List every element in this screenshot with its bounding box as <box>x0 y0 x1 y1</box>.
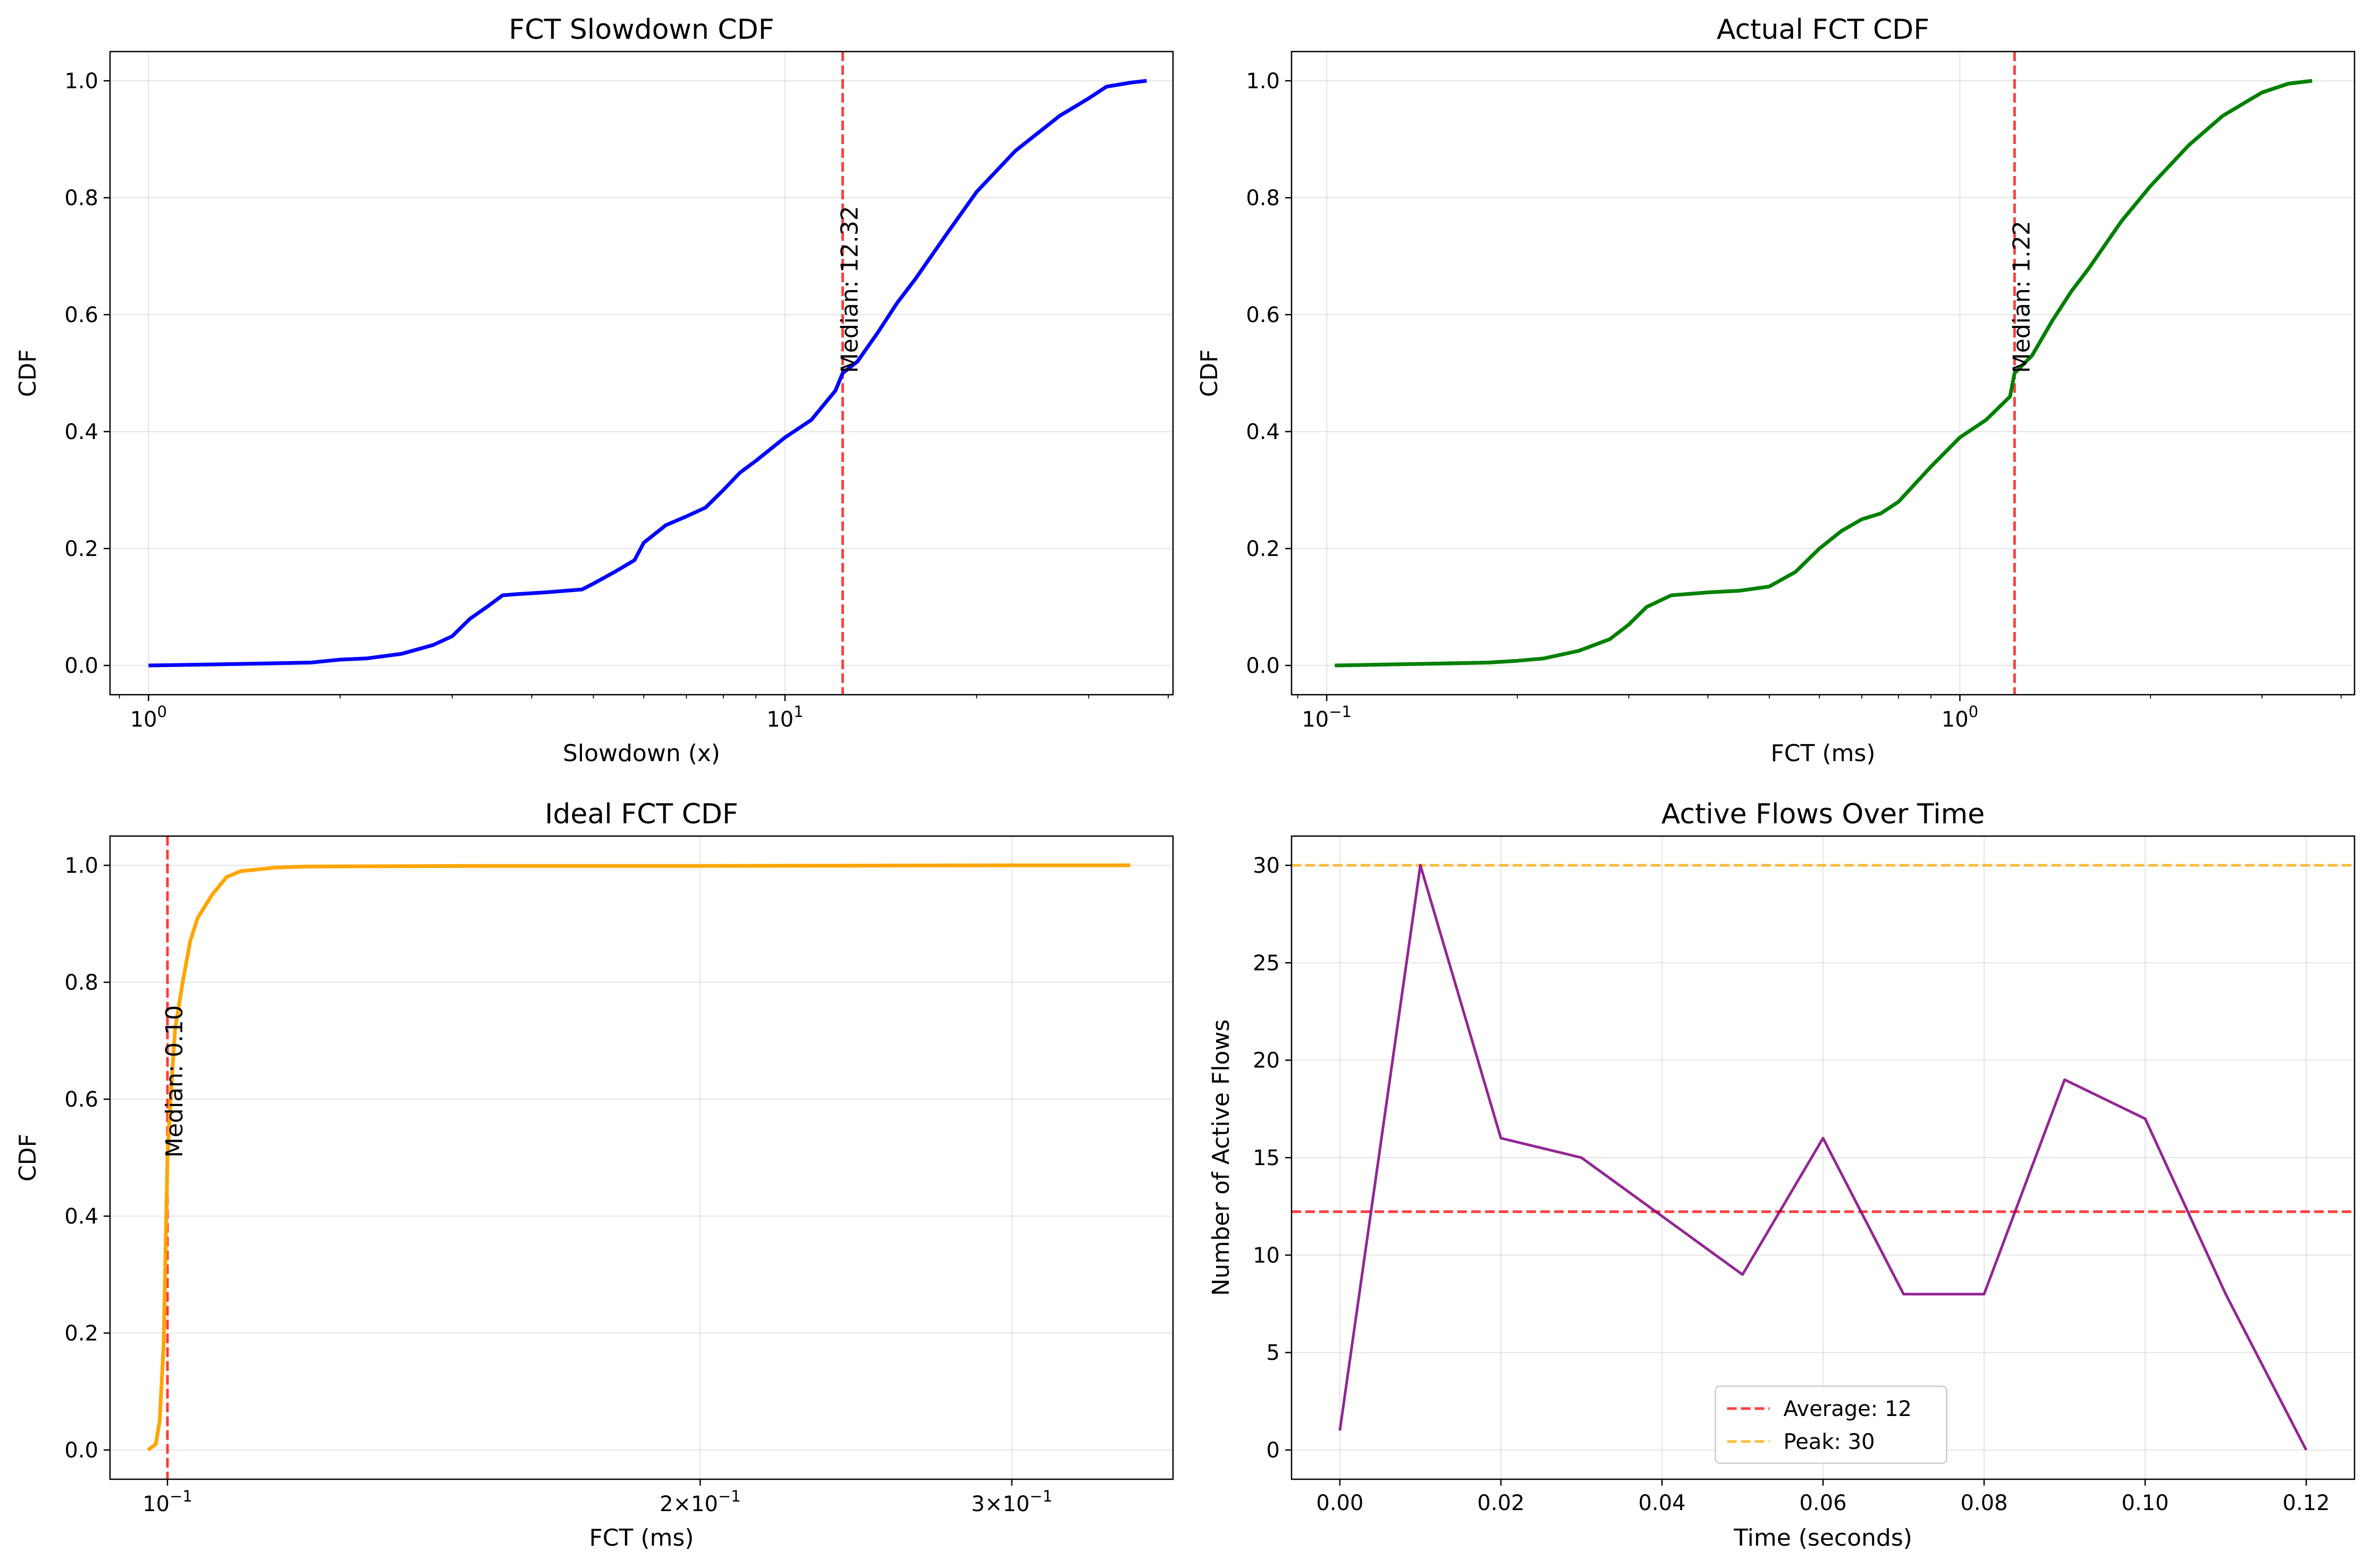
legend-label-peak: Peak: 30 <box>1784 1430 1875 1454</box>
x-tick-exponent: 1 <box>794 703 803 721</box>
x-tick-exponent: −1 <box>1030 1487 1052 1505</box>
x-tick-exponent: −1 <box>718 1487 741 1505</box>
y-tick-label: 0.6 <box>64 1088 98 1112</box>
x-tick-label: 10−1 <box>1302 703 1352 732</box>
y-tick-label: 1.0 <box>64 854 98 878</box>
y-tick-label: 0.8 <box>1246 186 1280 210</box>
x-tick-label: 0.10 <box>2122 1491 2169 1515</box>
x-tick-label: 0.00 <box>1316 1491 1363 1515</box>
x-tick-base: 10 <box>142 1492 170 1516</box>
legend-label-average: Average: 12 <box>1784 1397 1912 1421</box>
y-tick-label: 0.2 <box>64 537 98 561</box>
x-axis-label: Slowdown (x) <box>563 740 720 767</box>
series-line <box>148 79 1147 668</box>
x-tick-label: 10−1 <box>142 1487 192 1516</box>
y-tick-label: 0.2 <box>64 1321 98 1346</box>
plot-frame <box>1290 835 2356 1480</box>
series-line <box>1338 864 2308 1451</box>
x-tick-base: 10 <box>1302 707 1329 732</box>
y-tick-label: 1.0 <box>64 69 98 94</box>
median-annotation: Median: 12.32 <box>836 206 863 373</box>
x-tick-label: 0.08 <box>1960 1491 2007 1515</box>
x-tick-base: 10 <box>691 1492 718 1516</box>
y-tick-label: 0.0 <box>64 654 98 678</box>
y-axis-label: CDF <box>1196 349 1223 397</box>
x-tick-label: 100 <box>1942 703 1978 732</box>
x-tick-label: 3×10−1 <box>971 1487 1052 1516</box>
y-tick-label: 0.2 <box>1246 537 1280 561</box>
series-line <box>147 863 1130 1452</box>
x-tick-prefix: 3× <box>971 1492 1002 1516</box>
plot-frame <box>109 835 1174 1480</box>
y-tick-label: 10 <box>1253 1243 1280 1268</box>
y-tick-label: 20 <box>1253 1049 1280 1073</box>
x-tick-label: 101 <box>766 703 803 732</box>
x-axis-label: Time (seconds) <box>1733 1524 1912 1552</box>
y-tick-label: 5 <box>1267 1341 1280 1365</box>
y-tick-label: 0.4 <box>64 420 98 444</box>
x-tick-label: 0.12 <box>2283 1491 2330 1515</box>
plot-frame <box>1290 50 2356 696</box>
x-tick-label: 0.04 <box>1638 1491 1685 1515</box>
y-tick-label: 0.8 <box>64 971 98 995</box>
y-tick-label: 25 <box>1253 951 1280 975</box>
x-axis-label: FCT (ms) <box>1770 740 1875 767</box>
y-tick-label: 0 <box>1267 1438 1280 1463</box>
series-line <box>1335 79 2313 668</box>
x-tick-exponent: 0 <box>1969 703 1978 721</box>
x-tick-base: 10 <box>130 707 157 732</box>
median-annotation: Median: 0.10 <box>161 1005 188 1158</box>
chart-title: Ideal FCT CDF <box>545 798 738 830</box>
chart-title: Active Flows Over Time <box>1661 798 1985 830</box>
chart-active: 0 5 10 15 20 25 30 0.00 0.02 0.04 0.06 0.08 0.10 0.12… <box>1208 798 2356 1552</box>
x-tick-base: 10 <box>766 707 794 732</box>
x-tick-exponent: −1 <box>1329 703 1352 721</box>
y-tick-label: 0.6 <box>1246 303 1280 327</box>
y-tick-label: 0.4 <box>1246 420 1280 444</box>
y-tick-label: 0.6 <box>64 303 98 327</box>
x-tick-label: 100 <box>130 703 167 732</box>
chart-title: Actual FCT CDF <box>1717 14 1929 46</box>
y-tick-label: 0.4 <box>64 1204 98 1229</box>
median-annotation: Median: 1.22 <box>2008 221 2035 373</box>
x-axis-label: FCT (ms) <box>589 1524 694 1552</box>
x-tick-exponent: −1 <box>170 1487 192 1505</box>
y-axis-label: CDF <box>14 1134 41 1182</box>
chart-ideal: 0.00.20.40.60.81.010−1 2×10−1 3×10−1Median… <box>14 798 1174 1552</box>
y-axis-label: CDF <box>14 349 41 397</box>
x-tick-exponent: 0 <box>157 703 167 721</box>
legend: Average: 12 Peak: 30 <box>1715 1385 1947 1464</box>
x-tick-base: 10 <box>1942 707 1969 732</box>
y-tick-label: 30 <box>1253 854 1280 878</box>
x-tick-label: 2×10−1 <box>660 1487 741 1516</box>
plot-frame <box>109 50 1174 696</box>
y-axis-label: Number of Active Flows <box>1208 1019 1235 1296</box>
chart-title: FCT Slowdown CDF <box>509 14 774 46</box>
x-tick-prefix: 2× <box>660 1492 691 1516</box>
y-tick-label: 0.0 <box>64 1438 98 1463</box>
x-tick-label: 0.06 <box>1799 1491 1846 1515</box>
x-tick-label: 0.02 <box>1477 1491 1524 1515</box>
y-tick-label: 0.0 <box>1246 654 1280 678</box>
legend-box <box>1715 1385 1947 1464</box>
y-tick-label: 0.8 <box>64 186 98 210</box>
x-tick-base: 10 <box>1002 1492 1030 1516</box>
y-tick-label: 15 <box>1253 1146 1280 1170</box>
y-tick-label: 1.0 <box>1246 69 1280 94</box>
